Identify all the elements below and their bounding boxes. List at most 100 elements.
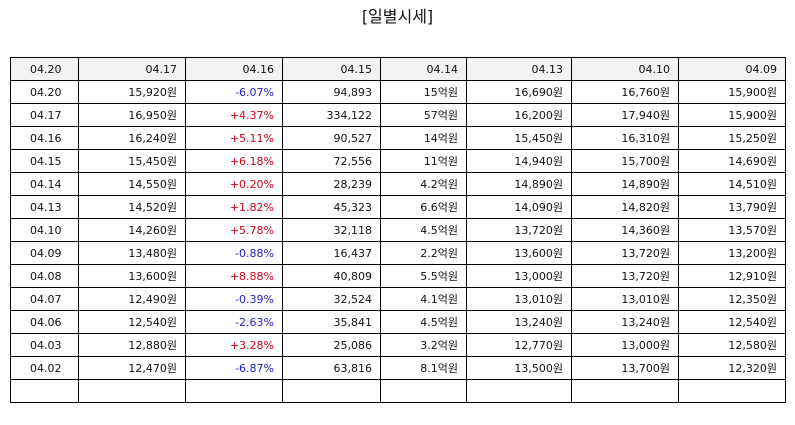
- table-body: 04.20 04.17 04.16 04.15 04.14 04.13 04.10 04.09…: [10, 57, 786, 403]
- table-cell: 12,770원: [466, 333, 572, 357]
- table-cell: 15,900원: [678, 80, 786, 104]
- table-cell: 334,122: [282, 103, 381, 127]
- table-cell: 57억원: [380, 103, 467, 127]
- table-cell: 4.5억원: [380, 218, 467, 242]
- table-cell: 04.13: [10, 195, 79, 219]
- table-cell: +1.82%: [185, 195, 283, 219]
- table-cell: 4.2억원: [380, 172, 467, 196]
- table-cell: 12,880원: [78, 333, 186, 357]
- page-title: [일별시세]: [361, 7, 434, 26]
- table-cell: 12,490원: [78, 287, 186, 311]
- table-cell: -2.63%: [185, 310, 283, 334]
- table-cell: 14,890원: [571, 172, 679, 196]
- header-cell: 04.17: [78, 57, 186, 81]
- table-cell: -6.07%: [185, 80, 283, 104]
- table-cell: 25,086: [282, 333, 381, 357]
- table-row: 04.14 14,550원 +0.20% 28,239 4.2억원 14,890원 14,8…: [10, 172, 786, 196]
- table-cell: 15,920원: [78, 80, 186, 104]
- table-cell: 12,470원: [78, 356, 186, 380]
- table-cell: [571, 379, 679, 403]
- table-cell: 14,890원: [466, 172, 572, 196]
- table-cell: 4.5억원: [380, 310, 467, 334]
- table-cell: 12,320원: [678, 356, 786, 380]
- table-cell: 14,360원: [571, 218, 679, 242]
- table-cell: [380, 379, 467, 403]
- table-cell: +4.37%: [185, 103, 283, 127]
- table-cell: +5.11%: [185, 126, 283, 150]
- table-row: 04.17 16,950원 +4.37% 334,122 57억원 16,200원 17,9…: [10, 103, 786, 127]
- table-cell: 04.02: [10, 356, 79, 380]
- table-row: 04.10 14,260원 +5.78% 32,118 4.5억원 13,720원 14,3…: [10, 218, 786, 242]
- table-cell: 5.5억원: [380, 264, 467, 288]
- table-cell: 14,510원: [678, 172, 786, 196]
- table-cell: 04.15: [10, 149, 79, 173]
- table-cell: 72,556: [282, 149, 381, 173]
- table-cell: 04.03: [10, 333, 79, 357]
- table-cell: 16,437: [282, 241, 381, 265]
- header-cell: 04.09: [678, 57, 786, 81]
- table-row: 04.09 13,480원 -0.88% 16,437 2.2억원 13,600원 13,7…: [10, 241, 786, 265]
- table-cell: 63,816: [282, 356, 381, 380]
- table-row: 04.15 15,450원 +6.18% 72,556 11억원 14,940원 15,70…: [10, 149, 786, 173]
- table-cell: -6.87%: [185, 356, 283, 380]
- daily-price-table: 04.20 04.17 04.16 04.15 04.14 04.13 04.10 04.09…: [10, 57, 786, 403]
- table-row: 04.08 13,600원 +8.88% 40,809 5.5억원 13,000원 13,7…: [10, 264, 786, 288]
- table-cell: 13,240원: [571, 310, 679, 334]
- table-cell: -0.39%: [185, 287, 283, 311]
- header-cell: 04.15: [282, 57, 381, 81]
- table-row: 04.07 12,490원 -0.39% 32,524 4.1억원 13,010원 13,0…: [10, 287, 786, 311]
- table-cell: 14,090원: [466, 195, 572, 219]
- table-cell: 4.1억원: [380, 287, 467, 311]
- header-cell: 04.14: [380, 57, 467, 81]
- table-cell: 40,809: [282, 264, 381, 288]
- table-cell: 15,450원: [466, 126, 572, 150]
- table-cell: 28,239: [282, 172, 381, 196]
- table-cell: 04.07: [10, 287, 79, 311]
- table-cell: 12,350원: [678, 287, 786, 311]
- table-cell: 15,900원: [678, 103, 786, 127]
- table-cell: 04.14: [10, 172, 79, 196]
- table-cell: 14,260원: [78, 218, 186, 242]
- table-cell: 13,000원: [571, 333, 679, 357]
- table-cell: 13,570원: [678, 218, 786, 242]
- table-cell: 12,910원: [678, 264, 786, 288]
- table-cell: +6.18%: [185, 149, 283, 173]
- table-cell: +3.28%: [185, 333, 283, 357]
- table-cell: 2.2억원: [380, 241, 467, 265]
- table-cell: 32,524: [282, 287, 381, 311]
- table-cell: 11억원: [380, 149, 467, 173]
- table-cell: 94,893: [282, 80, 381, 104]
- table-cell: 13,500원: [466, 356, 572, 380]
- header-cell: 04.20: [10, 57, 79, 81]
- table-cell: 13,010원: [571, 287, 679, 311]
- table-row: 04.20 15,920원 -6.07% 94,893 15억원 16,690원 16,76…: [10, 80, 786, 104]
- table-cell: 04.06: [10, 310, 79, 334]
- table-cell: 14,820원: [571, 195, 679, 219]
- table-row: 04.13 14,520원 +1.82% 45,323 6.6억원 14,090원 14,8…: [10, 195, 786, 219]
- table-cell: +5.78%: [185, 218, 283, 242]
- table-cell: 13,720원: [466, 218, 572, 242]
- table-cell: 45,323: [282, 195, 381, 219]
- table-cell: 16,950원: [78, 103, 186, 127]
- table-cell: 04.08: [10, 264, 79, 288]
- table-cell: 04.10: [10, 218, 79, 242]
- table-cell: 13,010원: [466, 287, 572, 311]
- table-cell: [282, 379, 381, 403]
- table-cell: [678, 379, 786, 403]
- table-cell: 14,520원: [78, 195, 186, 219]
- table-cell: 13,600원: [78, 264, 186, 288]
- table-row: 04.02 12,470원 -6.87% 63,816 8.1억원 13,500원 13,7…: [10, 356, 786, 380]
- table-cell: 17,940원: [571, 103, 679, 127]
- table-row: [10, 379, 786, 403]
- table-cell: 04.20: [10, 80, 79, 104]
- table-cell: 16,760원: [571, 80, 679, 104]
- table-cell: 15,700원: [571, 149, 679, 173]
- table-cell: 14,550원: [78, 172, 186, 196]
- table-row: 04.03 12,880원 +3.28% 25,086 3.2억원 12,770원 13,0…: [10, 333, 786, 357]
- table-cell: 13,200원: [678, 241, 786, 265]
- table-cell: 04.09: [10, 241, 79, 265]
- table-cell: [10, 379, 79, 403]
- table-cell: 35,841: [282, 310, 381, 334]
- table-cell: -0.88%: [185, 241, 283, 265]
- table-cell: 13,600원: [466, 241, 572, 265]
